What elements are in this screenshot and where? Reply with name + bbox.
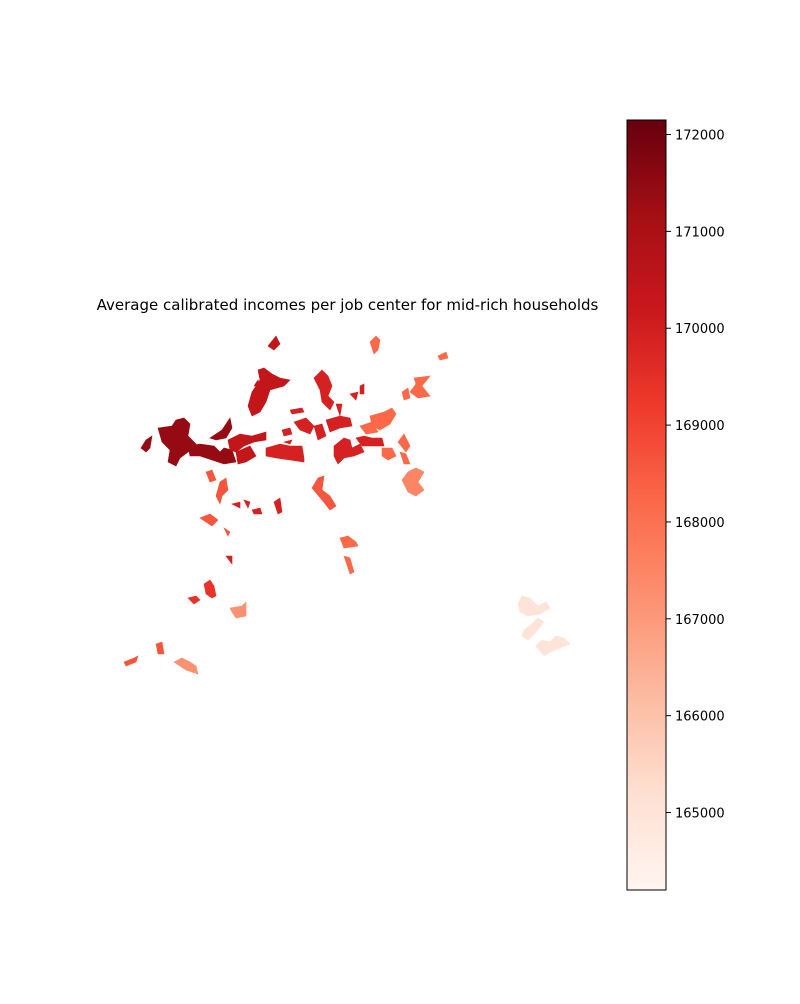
- colorbar-tick-label: 172000: [675, 129, 725, 144]
- region-polygon: [339, 535, 359, 549]
- region-polygon: [397, 433, 411, 453]
- colorbar-tick-label: 165000: [675, 807, 725, 822]
- region-polygon: [253, 379, 261, 387]
- region-polygon: [227, 431, 267, 453]
- region-polygon: [199, 513, 219, 527]
- region-polygon: [223, 527, 231, 537]
- colorbar-gradient: [626, 119, 667, 891]
- region-northwest-spur: [227, 335, 291, 465]
- colorbar-tick-label: 171000: [675, 225, 725, 240]
- region-east-fringe: [401, 467, 425, 497]
- region-polygon: [355, 435, 385, 447]
- region-polygon: [313, 423, 327, 441]
- region-polygon: [313, 369, 335, 411]
- region-polygon: [155, 641, 165, 655]
- colorbar-tick-label: 167000: [675, 613, 725, 628]
- colorbar-ticks: 165000 166000 167000 168000 169000 170000 1710…: [666, 129, 725, 822]
- region-polygon: [203, 579, 217, 599]
- region-polygon: [231, 501, 241, 509]
- region-southeast-outlier: [517, 595, 571, 657]
- region-polygon: [335, 403, 343, 417]
- region-polygon: [273, 497, 283, 515]
- region-polygon: [251, 507, 263, 515]
- region-polygon: [265, 443, 305, 463]
- colorbar-tick-label: 170000: [675, 322, 725, 337]
- region-polygon: [359, 383, 365, 395]
- region-polygon: [235, 445, 257, 465]
- region-polygon: [187, 443, 237, 465]
- region-polygon: [282, 439, 293, 445]
- colorbar-tick-label: 168000: [675, 516, 725, 531]
- region-polygon: [215, 477, 229, 505]
- region-polygon: [369, 335, 381, 355]
- map-title: Average calibrated incomes per job cente…: [96, 296, 599, 314]
- region-polygon: [359, 421, 379, 435]
- region-polygon: [517, 595, 551, 617]
- region-polygon: [401, 387, 411, 401]
- region-polygon: [399, 451, 411, 465]
- region-polygon: [289, 407, 305, 415]
- region-polygon: [225, 555, 233, 565]
- region-polygon: [243, 499, 251, 509]
- region-polygon: [343, 555, 355, 575]
- region-polygon: [349, 391, 359, 401]
- region-polygon: [247, 367, 291, 417]
- region-polygon: [535, 635, 571, 657]
- choropleth-map: [123, 335, 571, 675]
- region-polygon: [173, 657, 199, 675]
- region-polygon: [205, 469, 217, 483]
- region-southwest-pocket: [187, 579, 217, 605]
- region-polygon: [281, 427, 293, 437]
- region-polygon: [409, 375, 431, 399]
- region-northeast-cluster: [339, 335, 449, 575]
- colorbar-tick-label: 166000: [675, 710, 725, 725]
- region-polygon: [401, 467, 425, 497]
- region-southwest-edge: [173, 601, 247, 675]
- region-polygon: [311, 475, 337, 511]
- region-west-core: [140, 417, 237, 467]
- region-polygon: [293, 417, 315, 435]
- region-central-belt: [225, 369, 385, 565]
- region-south-central: [123, 469, 337, 667]
- region-polygon: [267, 335, 281, 351]
- region-polygon: [325, 415, 353, 433]
- region-polygon: [187, 595, 201, 605]
- region-polygon: [521, 617, 545, 641]
- region-polygon: [333, 437, 365, 465]
- region-polygon: [381, 447, 397, 461]
- region-polygon: [209, 417, 233, 441]
- region-polygon: [157, 417, 197, 467]
- region-polygon: [437, 351, 449, 361]
- colorbar: 165000 166000 167000 168000 169000 170000 1710…: [626, 119, 725, 891]
- region-polygon: [123, 655, 139, 667]
- region-polygon: [140, 435, 153, 453]
- colorbar-tick-label: 169000: [675, 419, 725, 434]
- region-polygon: [229, 601, 247, 619]
